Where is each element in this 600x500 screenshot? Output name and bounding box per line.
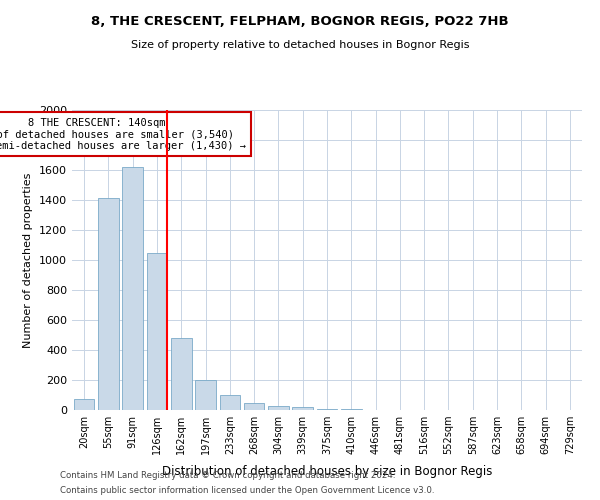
Bar [244,402,265,410]
Text: Contains public sector information licensed under the Open Government Licence v3: Contains public sector information licen… [60,486,434,495]
Bar [146,252,167,410]
Bar [98,198,119,410]
Text: Size of property relative to detached houses in Bognor Regis: Size of property relative to detached ho… [131,40,469,50]
Bar [171,338,191,410]
Bar [341,409,362,410]
Bar [122,167,143,410]
Bar [220,395,240,410]
Text: 8 THE CRESCENT: 140sqm
← 71% of detached houses are smaller (3,540)
29% of semi-: 8 THE CRESCENT: 140sqm ← 71% of detached… [0,118,246,150]
Bar [74,399,94,410]
Bar [292,407,313,410]
Y-axis label: Number of detached properties: Number of detached properties [23,172,34,348]
Bar [268,406,289,410]
Bar [195,380,216,410]
Text: 8, THE CRESCENT, FELPHAM, BOGNOR REGIS, PO22 7HB: 8, THE CRESCENT, FELPHAM, BOGNOR REGIS, … [91,15,509,28]
Bar [317,408,337,410]
X-axis label: Distribution of detached houses by size in Bognor Regis: Distribution of detached houses by size … [162,466,492,478]
Text: Contains HM Land Registry data © Crown copyright and database right 2024.: Contains HM Land Registry data © Crown c… [60,471,395,480]
